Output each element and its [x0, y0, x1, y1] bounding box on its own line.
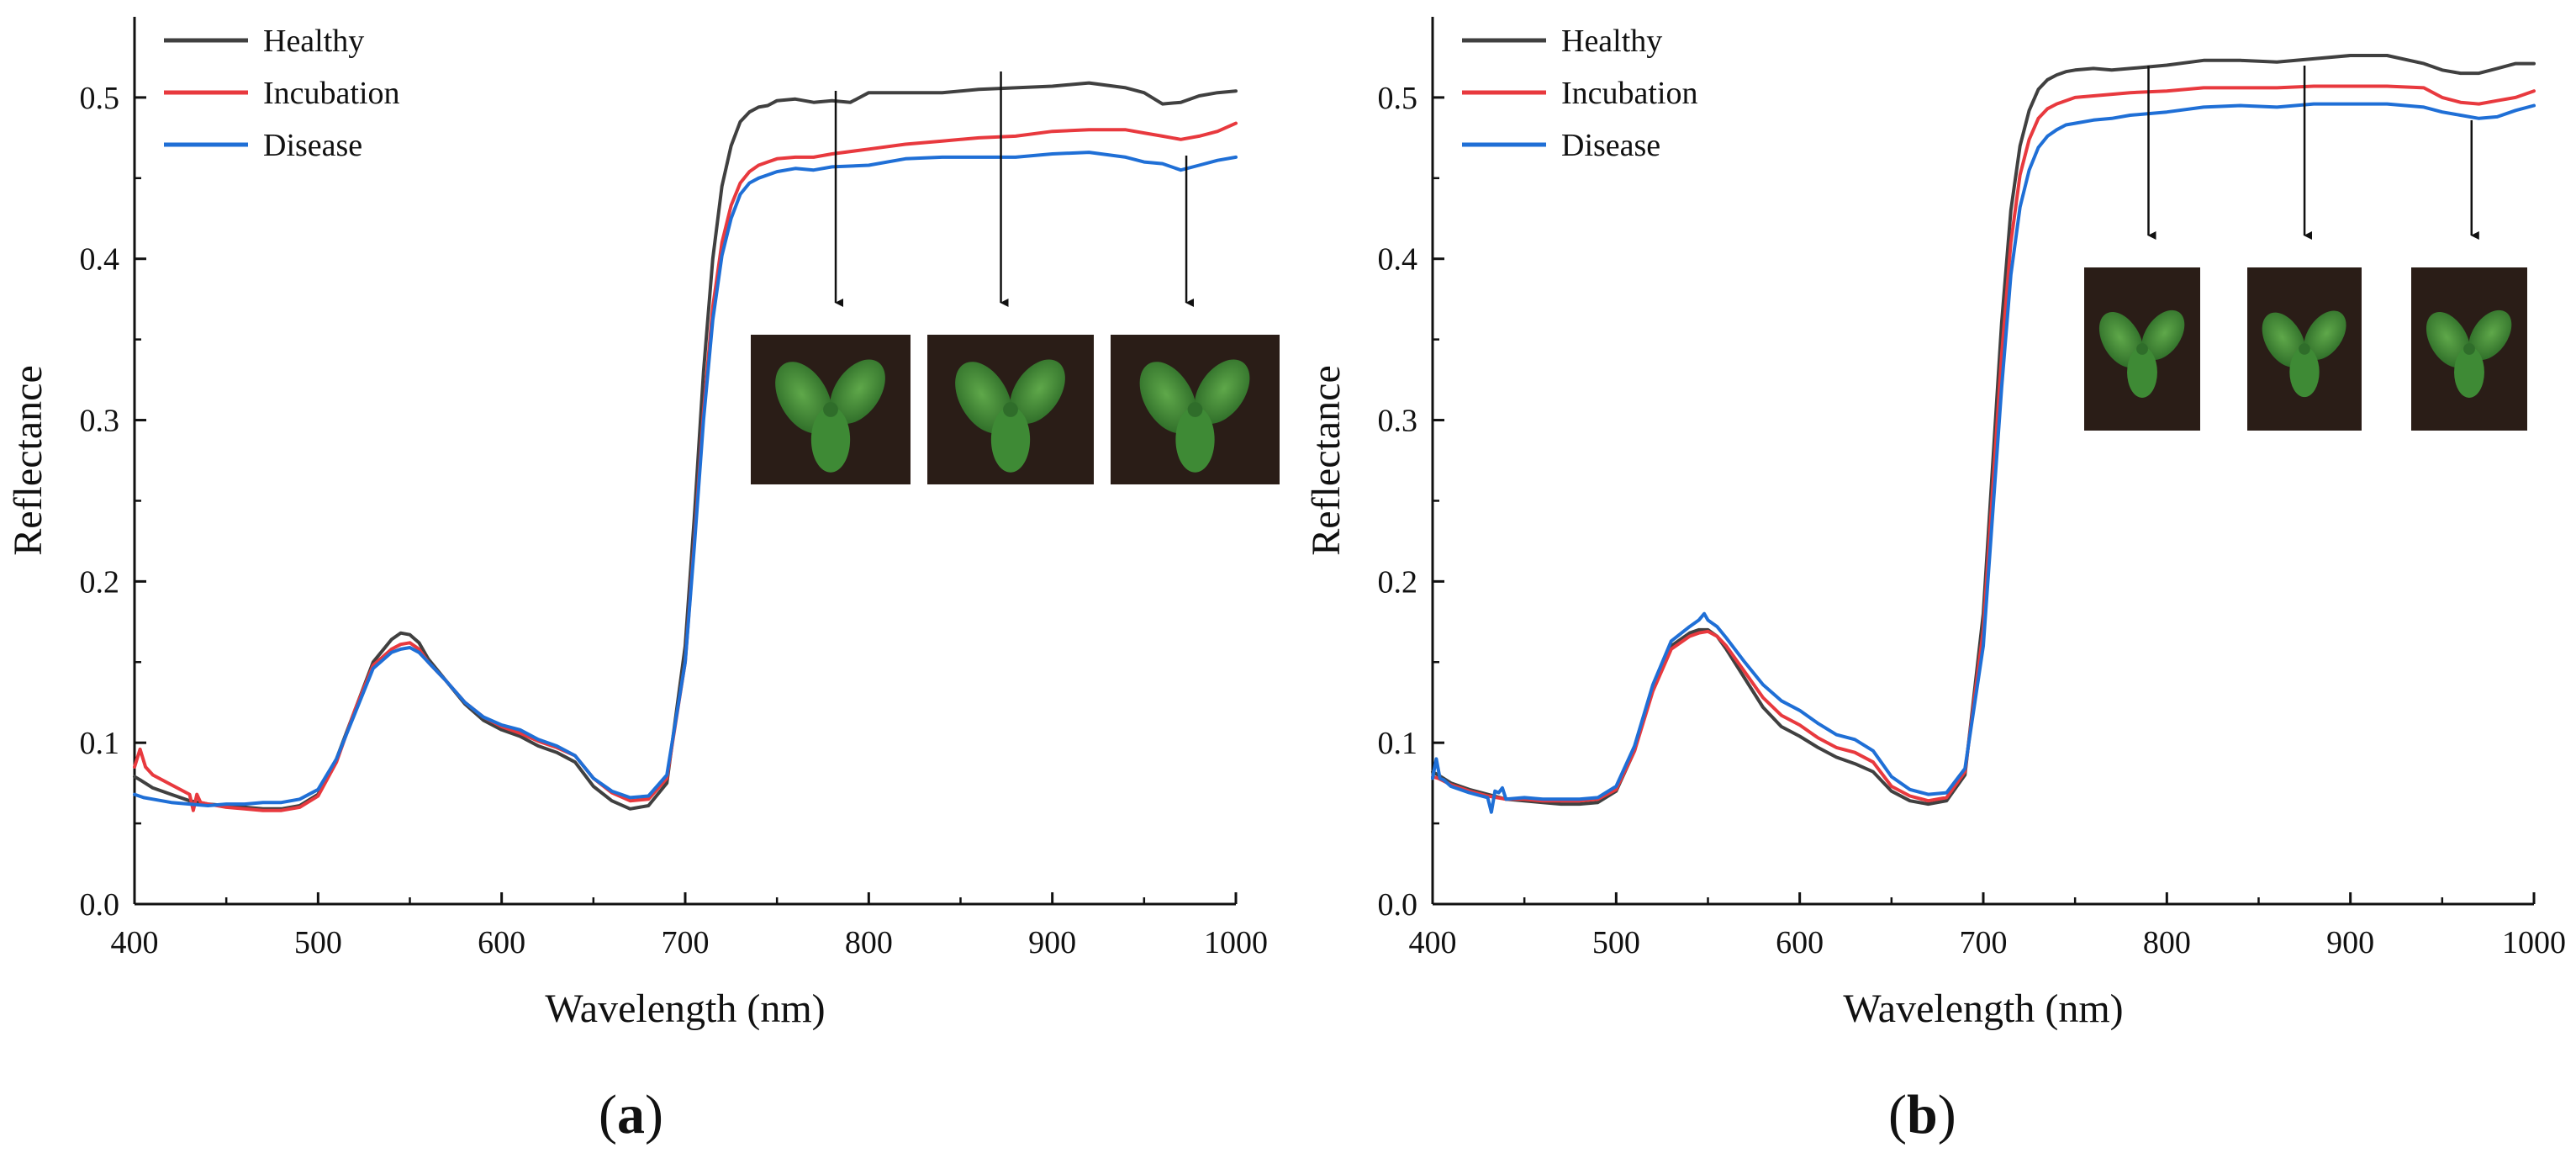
x-tick-label: 400: [1409, 925, 1457, 960]
leaf-icon: [2454, 346, 2484, 398]
stem-icon: [1187, 402, 1203, 417]
y-tick-label: 0.3: [1378, 404, 1418, 439]
y-axis-label: Reflectance: [6, 365, 50, 556]
leaf-photo: [2247, 267, 2362, 431]
x-tick-label: 900: [1028, 925, 1076, 960]
x-tick-label: 700: [1960, 925, 2008, 960]
x-tick-label: 400: [111, 925, 159, 960]
y-tick-label: 0.5: [80, 81, 120, 116]
series-line-healthy: [1431, 54, 2536, 807]
y-tick-label: 0.4: [1378, 242, 1418, 278]
leaf-icon: [2141, 309, 2185, 361]
series-line-incubation: [1431, 84, 2536, 803]
leaf-icon: [990, 406, 1031, 473]
leaf-icon: [830, 359, 885, 424]
x-tick-label: 700: [662, 925, 710, 960]
y-tick-label: 0.3: [80, 404, 120, 439]
chart-panel-b: 400 500 600 700 800 900 1000 0.0 0.1 0.2 0.3 0.4 0.5…: [1304, 17, 2566, 1031]
stem-icon: [2299, 343, 2310, 355]
y-tick-label: 0.4: [80, 242, 120, 278]
y-tick-label: 0.1: [80, 726, 120, 761]
panel-label-b: (b): [1888, 1084, 1956, 1145]
panel-label-a: (a): [599, 1084, 663, 1145]
leaf-icon: [1175, 406, 1215, 473]
x-tick-label: 800: [845, 925, 893, 960]
y-tick-label: 0.2: [80, 564, 120, 600]
x-axis-label: Wavelength (nm): [545, 986, 825, 1031]
y-tick-label: 0.1: [1378, 726, 1418, 761]
leaf-photo: [751, 335, 911, 484]
y-tick-label: 0.5: [1378, 81, 1418, 116]
leaf-icon: [1010, 359, 1065, 424]
series-line-disease: [133, 151, 1238, 807]
x-tick-label: 500: [1592, 925, 1640, 960]
legend-label-healthy: Healthy: [263, 24, 364, 59]
x-tick-label: 800: [2143, 925, 2191, 960]
leaf-icon: [1194, 359, 1250, 424]
legend-label-incubation: Incubation: [1561, 76, 1698, 111]
stem-icon: [1003, 402, 1018, 417]
legend-label-healthy: Healthy: [1561, 24, 1662, 59]
x-tick-label: 600: [1776, 925, 1824, 960]
legend-label-disease: Disease: [263, 128, 362, 163]
leaf-photo: [927, 335, 1094, 484]
leaf-icon: [2304, 310, 2346, 360]
stem-icon: [2463, 343, 2475, 355]
x-axis-label: Wavelength (nm): [1843, 986, 2123, 1031]
y-tick-label: 0.2: [1378, 564, 1418, 600]
x-tick-label: 500: [294, 925, 342, 960]
y-axis-label: Reflectance: [1304, 365, 1349, 556]
series-line-disease: [1431, 102, 2536, 814]
x-tick-label: 1000: [2502, 925, 2566, 960]
y-tick-label: 0.0: [1378, 887, 1418, 923]
legend-label-disease: Disease: [1561, 128, 1660, 163]
chart-panel-a: 400 500 600 700 800 900 1000 0.0 0.1 0.2 0.3 0.4 0.5…: [6, 17, 1280, 1031]
x-tick-label: 600: [478, 925, 525, 960]
leaf-photo: [2411, 267, 2527, 431]
y-tick-label: 0.0: [80, 887, 120, 923]
stem-icon: [823, 402, 838, 417]
leaf-photo: [1111, 335, 1280, 484]
x-tick-label: 1000: [1204, 925, 1268, 960]
leaf-icon: [810, 406, 851, 473]
leaf-icon: [2468, 309, 2512, 361]
x-tick-label: 900: [2326, 925, 2374, 960]
leaf-icon: [2127, 346, 2157, 398]
leaf-icon: [2289, 346, 2320, 398]
stem-icon: [2136, 343, 2148, 355]
leaf-photo: [2084, 267, 2200, 431]
legend-label-incubation: Incubation: [263, 76, 400, 111]
